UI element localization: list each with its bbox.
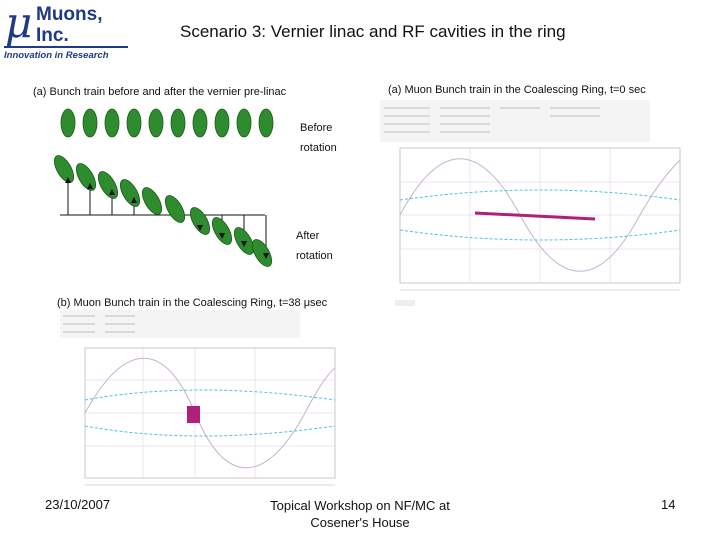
- plot-t38-header-text: [60, 310, 300, 338]
- bunch-before-8: [214, 108, 230, 138]
- bunch-before-1: [60, 108, 76, 138]
- bunch-after-6: [164, 195, 186, 223]
- bunch-after-3: [97, 171, 119, 199]
- plot-t0-rf-voltage-curve: [399, 158, 681, 272]
- logo-mu-symbol: μ: [5, 0, 33, 47]
- footer-venue: Topical Workshop on NF/MC at Cosener's H…: [240, 497, 480, 531]
- plot-t0-bucket-upper: [399, 189, 681, 201]
- panel-b-caption: (b) Muon Bunch train in the Coalescing R…: [57, 297, 328, 309]
- bunch-row-before: [60, 108, 274, 138]
- bunch-after-8: [211, 217, 233, 245]
- panel-a-left-caption: (a) Bunch train before and after the ver…: [33, 86, 287, 98]
- before-label-line2: rotation: [300, 142, 337, 154]
- bunch-before-10: [258, 108, 274, 138]
- footer-venue-line1: Topical Workshop on NF/MC at: [270, 498, 450, 513]
- bunch-before-6: [170, 108, 186, 138]
- logo-name: Muons, Inc.: [36, 4, 103, 46]
- bunch-after-2: [75, 163, 97, 191]
- arrow-heads: [65, 177, 269, 259]
- logo-name-line2: Inc.: [36, 25, 69, 46]
- after-label-line1: After: [296, 230, 320, 242]
- slide-title: Scenario 3: Vernier linac and RF cavitie…: [180, 22, 566, 41]
- after-label: After rotation: [296, 230, 333, 262]
- plot-t0-muon-bunches: [474, 211, 596, 221]
- bunch-row-after: [53, 155, 273, 267]
- plot-t0-header-text: [380, 100, 650, 142]
- before-label: Before rotation: [300, 122, 337, 154]
- plot-ring-t0: [380, 100, 681, 306]
- bunch-before-4: [126, 108, 142, 138]
- bunch-before-9: [236, 108, 252, 138]
- plot-t38-bucket-lower: [84, 425, 336, 437]
- after-arrows: [67, 179, 267, 257]
- logo-name-line1: Muons,: [36, 4, 103, 25]
- panel-a-right-caption: (a) Muon Bunch train in the Coalescing R…: [388, 84, 646, 96]
- before-label-line1: Before: [300, 122, 333, 134]
- footer-page-number: 14: [661, 497, 676, 512]
- plot-t38-coalesced-bunch: [187, 406, 200, 423]
- bunch-after-10: [251, 239, 273, 267]
- bunch-before-2: [82, 108, 98, 138]
- bunch-train-diagram: [53, 108, 274, 267]
- footer-date: 23/10/2007: [45, 497, 111, 512]
- bunch-after-1: [53, 155, 75, 183]
- logo-underline: [4, 46, 128, 48]
- bunch-before-5: [148, 108, 164, 138]
- footer-venue-line2: Cosener's House: [310, 515, 410, 530]
- plot-t38-bucket-upper: [84, 389, 336, 401]
- bunch-before-3: [104, 108, 120, 138]
- bunch-after-5: [141, 187, 163, 215]
- logo-tagline: Innovation in Research: [4, 50, 109, 61]
- after-label-line2: rotation: [296, 250, 333, 262]
- plot-t38-rf-voltage-curve: [84, 357, 336, 469]
- plot-t0-bucket-lower: [399, 229, 681, 241]
- bunch-before-7: [192, 108, 208, 138]
- plot-ring-t38: [60, 310, 336, 486]
- bunch-after-4: [119, 179, 141, 207]
- bunch-after-7: [189, 207, 211, 235]
